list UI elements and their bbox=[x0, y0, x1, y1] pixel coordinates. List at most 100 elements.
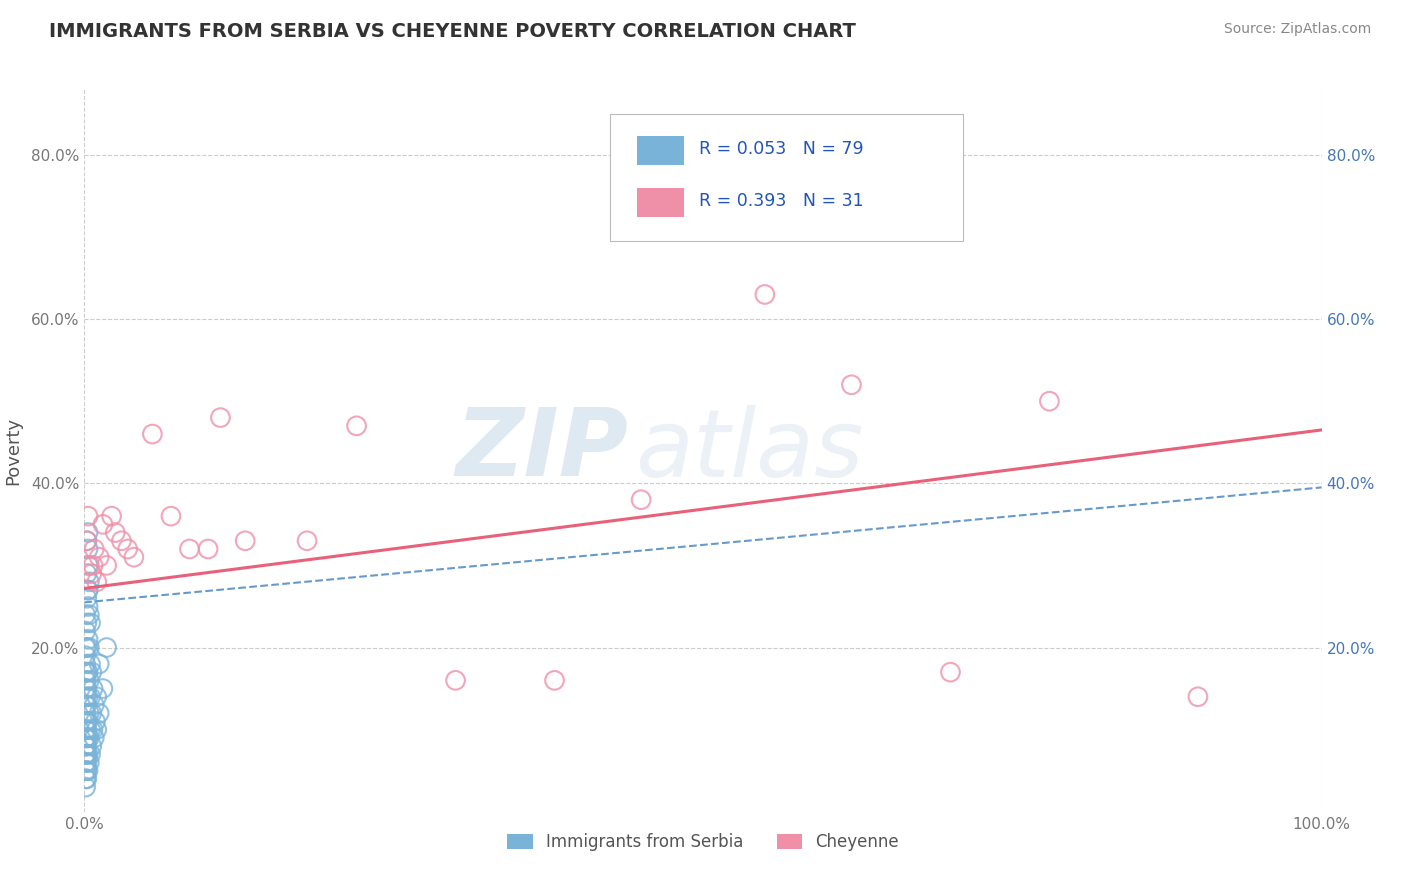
Point bbox=[75, 607, 97, 622]
Point bbox=[80, 665, 103, 680]
Point bbox=[75, 624, 97, 639]
Point bbox=[89, 706, 111, 721]
Point bbox=[75, 657, 97, 671]
Point bbox=[209, 410, 232, 425]
Point bbox=[89, 657, 111, 671]
Point bbox=[77, 731, 100, 745]
Point bbox=[75, 665, 97, 680]
Point bbox=[76, 681, 98, 696]
Point bbox=[79, 747, 101, 762]
Point bbox=[84, 714, 107, 729]
Point bbox=[754, 287, 776, 301]
Point bbox=[77, 582, 100, 597]
Point bbox=[79, 607, 101, 622]
Point bbox=[83, 698, 105, 712]
Point bbox=[444, 673, 467, 688]
Point bbox=[77, 509, 100, 524]
Point bbox=[75, 747, 97, 762]
Point bbox=[110, 533, 132, 548]
Point bbox=[122, 550, 145, 565]
Point bbox=[76, 591, 98, 606]
Point bbox=[75, 723, 97, 737]
Point bbox=[160, 509, 183, 524]
Point bbox=[82, 723, 104, 737]
Point bbox=[77, 747, 100, 762]
Point bbox=[75, 714, 97, 729]
Point bbox=[1187, 690, 1209, 704]
Point bbox=[75, 772, 97, 786]
Point bbox=[141, 427, 163, 442]
Point bbox=[80, 706, 103, 721]
Point bbox=[82, 681, 104, 696]
Point bbox=[76, 723, 98, 737]
Point bbox=[79, 673, 101, 688]
Text: Source: ZipAtlas.com: Source: ZipAtlas.com bbox=[1223, 22, 1371, 37]
Point bbox=[77, 541, 100, 556]
Point bbox=[630, 492, 652, 507]
Point bbox=[75, 690, 97, 704]
Point bbox=[77, 525, 100, 540]
Point bbox=[75, 756, 97, 770]
Point bbox=[76, 764, 98, 778]
Point bbox=[197, 541, 219, 556]
Point bbox=[76, 756, 98, 770]
Y-axis label: Poverty: Poverty bbox=[4, 417, 22, 484]
Point bbox=[939, 665, 962, 680]
Point bbox=[75, 739, 97, 753]
Point bbox=[86, 690, 108, 704]
Point bbox=[346, 418, 368, 433]
Text: R = 0.053   N = 79: R = 0.053 N = 79 bbox=[699, 140, 863, 158]
Point bbox=[79, 731, 101, 745]
Point bbox=[77, 665, 100, 680]
Point bbox=[77, 764, 100, 778]
Point bbox=[83, 731, 105, 745]
FancyBboxPatch shape bbox=[610, 114, 963, 241]
FancyBboxPatch shape bbox=[637, 136, 685, 165]
Point bbox=[89, 550, 111, 565]
Point bbox=[76, 665, 98, 680]
Point bbox=[75, 648, 97, 663]
Point bbox=[77, 632, 100, 647]
Point bbox=[100, 509, 122, 524]
Point bbox=[77, 558, 100, 573]
Text: IMMIGRANTS FROM SERBIA VS CHEYENNE POVERTY CORRELATION CHART: IMMIGRANTS FROM SERBIA VS CHEYENNE POVER… bbox=[49, 22, 856, 41]
Point bbox=[79, 723, 101, 737]
Point bbox=[86, 723, 108, 737]
Point bbox=[77, 714, 100, 729]
Point bbox=[104, 525, 127, 540]
Point bbox=[76, 533, 98, 548]
Point bbox=[75, 673, 97, 688]
Point bbox=[75, 681, 97, 696]
Text: R = 0.393   N = 31: R = 0.393 N = 31 bbox=[699, 192, 863, 211]
Point bbox=[75, 739, 97, 753]
Point bbox=[76, 772, 98, 786]
Point bbox=[75, 698, 97, 712]
Point bbox=[75, 731, 97, 745]
Point bbox=[79, 558, 101, 573]
Point bbox=[75, 780, 97, 794]
Point bbox=[76, 714, 98, 729]
Point bbox=[295, 533, 318, 548]
Point bbox=[76, 698, 98, 712]
Text: ZIP: ZIP bbox=[456, 404, 628, 497]
Point bbox=[79, 690, 101, 704]
Point bbox=[80, 739, 103, 753]
FancyBboxPatch shape bbox=[637, 188, 685, 217]
Point bbox=[79, 574, 101, 589]
Point bbox=[86, 574, 108, 589]
Point bbox=[91, 517, 114, 532]
Point bbox=[75, 731, 97, 745]
Point bbox=[76, 615, 98, 630]
Point bbox=[75, 640, 97, 655]
Point bbox=[75, 747, 97, 762]
Point bbox=[117, 541, 139, 556]
Point bbox=[76, 640, 98, 655]
Point bbox=[79, 756, 101, 770]
Text: atlas: atlas bbox=[636, 405, 863, 496]
Point bbox=[96, 558, 118, 573]
Point bbox=[543, 673, 565, 688]
Point bbox=[75, 764, 97, 778]
Point bbox=[75, 706, 97, 721]
Point bbox=[841, 377, 863, 392]
Point bbox=[79, 706, 101, 721]
